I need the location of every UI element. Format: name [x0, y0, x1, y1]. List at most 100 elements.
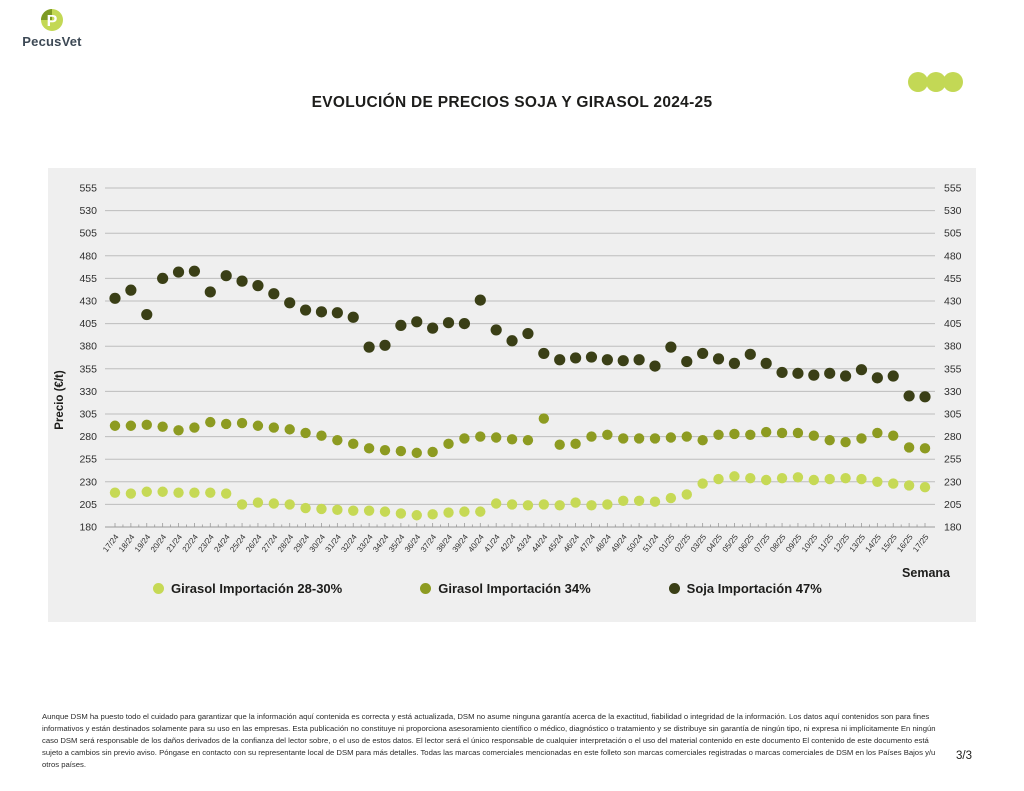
svg-text:45/24: 45/24	[546, 532, 566, 554]
svg-text:15/25: 15/25	[879, 532, 899, 554]
data-point	[315, 306, 328, 318]
data-point	[506, 335, 518, 347]
svg-text:39/24: 39/24	[451, 532, 471, 554]
svg-text:43/24: 43/24	[514, 532, 534, 554]
data-point	[554, 500, 565, 511]
svg-text:49/24: 49/24	[609, 532, 629, 554]
data-point	[395, 319, 407, 332]
data-point	[872, 476, 883, 487]
svg-text:405: 405	[944, 318, 962, 330]
svg-text:33/24: 33/24	[355, 532, 375, 554]
data-point	[792, 472, 804, 483]
data-point	[554, 439, 565, 450]
svg-text:21/24: 21/24	[165, 532, 185, 554]
data-point	[236, 275, 248, 287]
svg-text:25/24: 25/24	[228, 532, 248, 554]
data-point	[618, 433, 629, 444]
y-axis-title: Precio (€/t)	[54, 370, 66, 430]
data-point	[157, 421, 168, 432]
y-tick-labels-right: 555 530 505 480 455 430 405 380 355 330 305 280 255 2…	[944, 183, 962, 534]
svg-text:180: 180	[944, 522, 962, 534]
svg-text:12/25: 12/25	[832, 532, 852, 554]
svg-text:555: 555	[79, 183, 97, 195]
chart-panel: 555 530 505 480 455 430 405 380 355 330 305 280 255 2…	[48, 168, 976, 622]
data-point	[713, 429, 724, 440]
data-point	[204, 286, 216, 298]
data-point	[205, 487, 216, 498]
data-point	[903, 480, 915, 491]
svg-text:23/24: 23/24	[196, 532, 216, 554]
data-point	[173, 425, 184, 436]
data-point	[745, 429, 756, 440]
data-point	[633, 495, 645, 506]
data-point	[268, 422, 280, 433]
svg-text:355: 355	[79, 363, 97, 375]
svg-text:P: P	[47, 13, 58, 30]
data-point	[459, 433, 470, 444]
data-point	[189, 422, 200, 433]
chart-legend: Girasol Importación 28-30% Girasol Impor…	[153, 581, 900, 596]
data-point	[888, 478, 899, 489]
page-title: EVOLUCIÓN DE PRECIOS SOJA Y GIRASOL 2024…	[311, 94, 713, 111]
svg-text:255: 255	[79, 454, 97, 466]
data-point	[665, 432, 677, 443]
svg-text:255: 255	[944, 454, 962, 466]
data-point	[697, 478, 708, 489]
three-dots-decoration-icon	[908, 72, 963, 92]
data-point	[760, 357, 772, 369]
data-point	[411, 510, 422, 521]
x-tick-labels: 17/2418/2419/2420/2421/2422/2423/2424/24…	[101, 532, 931, 554]
svg-text:180: 180	[79, 522, 97, 534]
data-point	[681, 489, 692, 500]
data-point	[284, 424, 295, 435]
data-point	[665, 492, 677, 504]
legend-marker-girasol-28-30-icon	[153, 583, 164, 594]
data-point	[459, 506, 470, 517]
svg-text:47/24: 47/24	[578, 532, 598, 554]
data-point	[760, 426, 772, 438]
data-point	[475, 506, 486, 517]
svg-text:16/25: 16/25	[895, 532, 915, 554]
data-point	[236, 499, 248, 510]
data-point	[712, 353, 725, 365]
svg-text:07/25: 07/25	[752, 532, 772, 554]
svg-text:02/25: 02/25	[673, 532, 693, 554]
data-point	[172, 266, 185, 278]
series-points-1	[109, 471, 931, 521]
data-point	[745, 472, 756, 484]
svg-text:08/25: 08/25	[768, 532, 788, 554]
data-point	[538, 413, 550, 424]
svg-text:32/24: 32/24	[339, 532, 359, 554]
data-point	[570, 438, 581, 450]
data-point	[681, 355, 693, 368]
data-point	[649, 360, 661, 372]
page-number: 3/3	[956, 750, 972, 762]
data-point	[792, 427, 804, 439]
svg-text:18/24: 18/24	[117, 532, 137, 554]
data-point	[871, 372, 883, 384]
svg-text:330: 330	[79, 386, 97, 398]
data-point	[348, 505, 359, 516]
data-point	[919, 443, 931, 454]
data-point	[744, 348, 756, 360]
svg-text:505: 505	[944, 228, 962, 240]
data-point	[856, 433, 867, 444]
logo-text: PecusVet	[22, 34, 82, 49]
data-point	[411, 316, 423, 328]
svg-text:35/24: 35/24	[387, 532, 407, 554]
svg-text:44/24: 44/24	[530, 532, 550, 554]
data-point	[824, 473, 835, 485]
svg-text:28/24: 28/24	[276, 532, 296, 554]
data-point	[284, 499, 295, 510]
data-point	[697, 347, 709, 360]
svg-text:555: 555	[944, 183, 962, 195]
data-point	[220, 488, 232, 499]
data-point	[569, 352, 582, 364]
data-point	[617, 355, 629, 367]
y-tick-labels-left: 555 530 505 480 455 430 405 380 355 330 305 280 255 2…	[79, 183, 97, 534]
data-point	[205, 416, 216, 428]
data-point	[649, 496, 661, 507]
svg-text:37/24: 37/24	[419, 532, 439, 554]
data-point	[332, 504, 343, 516]
data-point	[728, 357, 741, 369]
